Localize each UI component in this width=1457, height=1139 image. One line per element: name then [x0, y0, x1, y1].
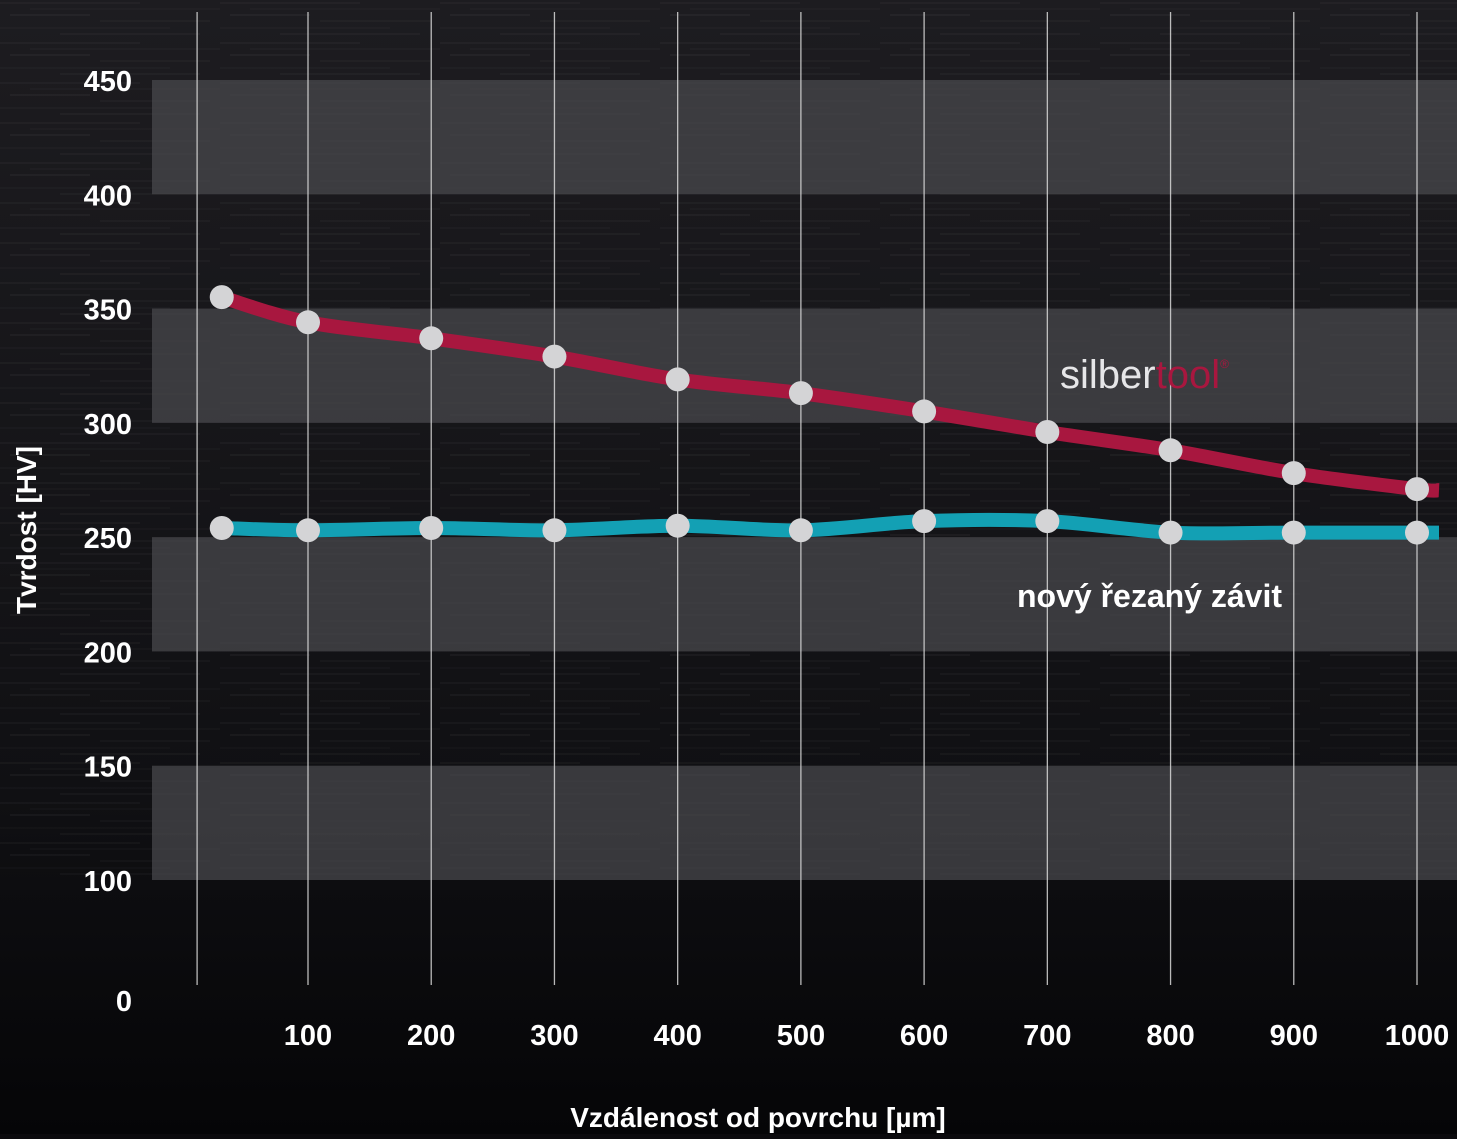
- silbertool-data-point: [1035, 420, 1060, 444]
- silbertool-legend-label: silbertool®: [1060, 353, 1229, 397]
- x-tick-label: 1000: [1385, 1020, 1450, 1052]
- y-tick-label: 150: [84, 752, 132, 784]
- silbertool-data-point: [296, 310, 320, 335]
- silbertool-data-point: [419, 326, 444, 351]
- cut-thread-data-point: [296, 518, 320, 543]
- cut-thread-data-point: [788, 518, 813, 543]
- x-tick-label: 400: [653, 1020, 701, 1052]
- silbertool-data-point: [788, 381, 813, 406]
- x-tick-label: 700: [1023, 1020, 1071, 1052]
- cut-thread-data-point: [1158, 520, 1183, 545]
- silbertool-data-point: [1158, 438, 1183, 463]
- cut-thread-data-point: [665, 513, 690, 538]
- cut-thread-data-point: [419, 516, 444, 540]
- cut-thread-data-point: [209, 516, 234, 540]
- x-tick-label: 500: [777, 1020, 825, 1052]
- y-tick-label: 450: [84, 66, 132, 98]
- silbertool-data-point: [665, 367, 690, 392]
- y-tick-label: 400: [84, 180, 132, 212]
- y-tick-label: 100: [84, 866, 132, 898]
- y-tick-label: 300: [84, 409, 132, 441]
- cut-thread-data-point: [1035, 509, 1060, 534]
- y-tick-label: 200: [84, 637, 132, 669]
- silbertool-legend-part-silber: silber: [1060, 353, 1156, 397]
- silbertool-data-point: [542, 344, 567, 369]
- x-tick-label: 100: [284, 1020, 332, 1052]
- y-band: [152, 765, 1457, 880]
- silbertool-data-point: [209, 285, 234, 310]
- silbertool-legend-part-tool: tool: [1156, 353, 1221, 397]
- x-tick-label: 900: [1270, 1020, 1318, 1052]
- cut-thread-data-point: [1281, 520, 1306, 545]
- y-tick-label: 250: [84, 523, 132, 555]
- silbertool-data-point: [1405, 477, 1429, 502]
- silbertool-data-point: [912, 399, 937, 424]
- silbertool-data-point: [1281, 461, 1306, 486]
- x-tick-label: 200: [407, 1020, 455, 1052]
- x-tick-label: 600: [900, 1020, 948, 1052]
- cut-thread-legend-label: nový řezaný závit: [1017, 578, 1282, 614]
- silbertool-legend-part-reg: ®: [1220, 357, 1229, 371]
- y-tick-label: 0: [116, 986, 132, 1018]
- y-band: [152, 537, 1457, 652]
- cut-thread-data-point: [542, 518, 567, 543]
- x-axis-title: Vzdálenost od povrchu [µm]: [570, 1102, 945, 1133]
- cut-thread-data-point: [1405, 520, 1429, 545]
- y-band: [152, 80, 1457, 195]
- y-axis-title: Tvrdost [HV]: [11, 446, 42, 614]
- x-tick-label: 300: [530, 1020, 578, 1052]
- x-tick-label: 800: [1146, 1020, 1194, 1052]
- cut-thread-data-point: [912, 509, 937, 534]
- y-tick-label: 350: [84, 295, 132, 327]
